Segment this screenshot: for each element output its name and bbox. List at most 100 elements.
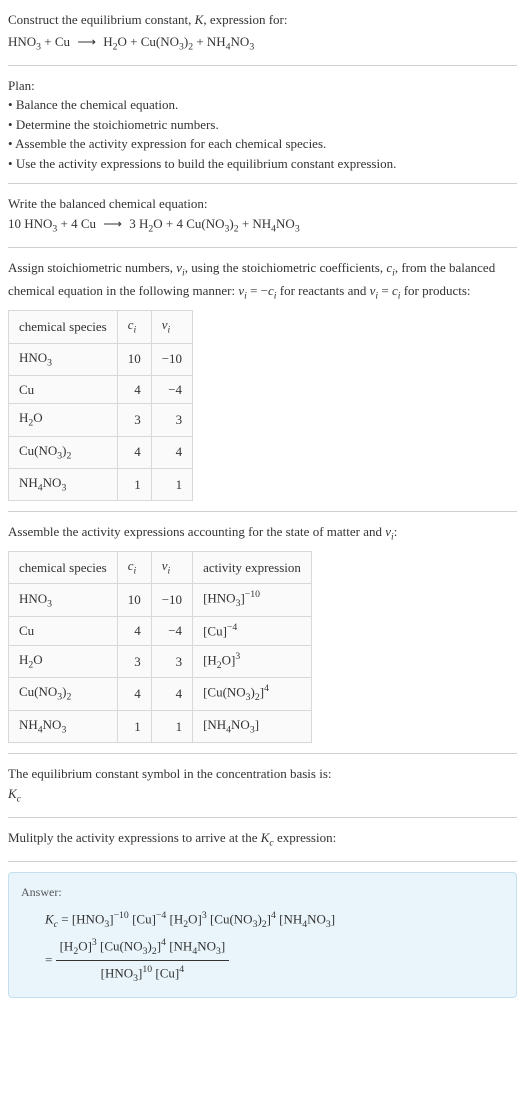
cell-activity: [H2O]3 [193, 645, 312, 678]
eq: = [58, 911, 72, 926]
cell-species: HNO3 [9, 584, 118, 617]
hs: i [168, 566, 171, 577]
ae: [NH [203, 717, 226, 732]
arrow-icon: ⟶ [77, 32, 96, 52]
sp: HNO [19, 591, 47, 606]
plan-item: Assemble the activity expression for eac… [8, 134, 517, 154]
hs: i [134, 566, 137, 577]
cell-c: 4 [117, 375, 151, 404]
t: [H [166, 911, 183, 926]
t: [Cu(NO [207, 911, 253, 926]
sp-sub: 3 [47, 598, 52, 609]
text: for products: [400, 283, 470, 298]
plan-list: Balance the chemical equation. Determine… [8, 95, 517, 173]
table-header-row: chemical species ci νi [9, 311, 193, 343]
t: [NH [166, 938, 192, 953]
basis-symbol: Kc [8, 784, 517, 807]
kc-expression-line2: = [H2O]3 [Cu(NO3)2]4 [NH4NO3] [HNO3]10 [… [21, 934, 504, 988]
t: ] [331, 911, 335, 926]
stoich-intro: Assign stoichiometric numbers, νi, using… [8, 258, 517, 304]
hs: i [134, 325, 137, 336]
eq-sub: 3 [295, 223, 300, 234]
cell-nu: −4 [151, 616, 192, 645]
t: NO [307, 911, 326, 926]
table-row: HNO3 10 −10 [HNO3]−10 [9, 584, 312, 617]
hs: i [168, 325, 171, 336]
Kc-sub: c [17, 793, 21, 804]
cell-species: Cu [9, 375, 118, 404]
cell-species: HNO3 [9, 343, 118, 375]
sp: H [19, 652, 28, 667]
cell-c: 1 [117, 468, 151, 500]
eq: = [45, 951, 56, 966]
table-row: Cu 4 −4 [9, 375, 193, 404]
cell-activity: [Cu(NO3)2]4 [193, 678, 312, 711]
balanced-equation: 10 HNO3 + 4 Cu ⟶ 3 H2O + 4 Cu(NO3)2 + NH… [8, 214, 517, 237]
cell-species: NH4NO3 [9, 710, 118, 742]
text: : [394, 524, 398, 539]
ae-sup: 4 [264, 683, 269, 694]
eq-part: O + Cu(NO [117, 34, 179, 49]
cell-nu: 3 [151, 404, 192, 436]
text: Assemble the activity expressions accoun… [8, 524, 385, 539]
cell-nu: 1 [151, 710, 192, 742]
table-row: H2O 3 3 [H2O]3 [9, 645, 312, 678]
kc-expression-line1: Kc = [HNO3]−10 [Cu]−4 [H2O]3 [Cu(NO3)2]4… [21, 907, 504, 933]
plan-label: Plan: [8, 76, 517, 96]
eq-part: + Cu [41, 34, 73, 49]
table-row: NH4NO3 1 1 [NH4NO3] [9, 710, 312, 742]
stoich-section: Assign stoichiometric numbers, νi, using… [8, 258, 517, 512]
text: Assign stoichiometric numbers, [8, 260, 176, 275]
cell-c: 3 [117, 645, 151, 678]
stoich-table: chemical species ci νi HNO3 10 −10 Cu 4 … [8, 310, 193, 501]
activity-table: chemical species ci νi activity expressi… [8, 551, 312, 743]
cell-nu: −4 [151, 375, 192, 404]
col-ci: ci [117, 311, 151, 343]
cell-species: Cu [9, 616, 118, 645]
t: [Cu] [152, 965, 179, 980]
ae: [HNO [203, 591, 236, 606]
cell-c: 1 [117, 710, 151, 742]
construct-title: Construct the equilibrium constant, K, e… [8, 10, 517, 30]
sp: Cu(NO [19, 684, 57, 699]
col-species: chemical species [9, 552, 118, 584]
sp: Cu(NO [19, 443, 57, 458]
text: = − [247, 283, 268, 298]
sp: NO [43, 475, 62, 490]
activity-section: Assemble the activity expressions accoun… [8, 522, 517, 754]
cell-species: H2O [9, 404, 118, 436]
text: Mulitply the activity expressions to arr… [8, 830, 261, 845]
cell-c: 4 [117, 616, 151, 645]
unbalanced-equation: HNO3 + Cu ⟶ H2O + Cu(NO3)2 + NH4NO3 [8, 32, 517, 55]
table-row: Cu(NO3)2 4 4 [9, 436, 193, 468]
eq-sub: 3 [249, 41, 254, 52]
ae: ] [255, 717, 259, 732]
cell-activity: [NH4NO3] [193, 710, 312, 742]
balanced-intro: Write the balanced chemical equation: [8, 194, 517, 214]
cell-nu: −10 [151, 584, 192, 617]
eq-part: NO [231, 34, 250, 49]
K: K [8, 786, 17, 801]
fraction: [H2O]3 [Cu(NO3)2]4 [NH4NO3] [HNO3]10 [Cu… [56, 934, 230, 988]
cell-nu: −10 [151, 343, 192, 375]
col-ci: ci [117, 552, 151, 584]
cell-c: 4 [117, 436, 151, 468]
col-activity: activity expression [193, 552, 312, 584]
t: [H [60, 938, 74, 953]
sp: Cu [19, 382, 34, 397]
eq-part: + NH [239, 216, 272, 231]
te: −4 [156, 910, 166, 921]
t: O] [188, 911, 202, 926]
ae: O] [222, 652, 236, 667]
balanced-section: Write the balanced chemical equation: 10… [8, 194, 517, 248]
plan-section: Plan: Balance the chemical equation. Det… [8, 76, 517, 185]
cell-species: H2O [9, 645, 118, 678]
cell-nu: 4 [151, 436, 192, 468]
title-suffix: , expression for: [203, 12, 287, 27]
text: for reactants and [277, 283, 370, 298]
sp: O [33, 652, 42, 667]
fraction-denominator: [HNO3]10 [Cu]4 [56, 961, 230, 987]
te: 10 [142, 964, 152, 975]
text: expression: [274, 830, 336, 845]
ae: NO [231, 717, 250, 732]
